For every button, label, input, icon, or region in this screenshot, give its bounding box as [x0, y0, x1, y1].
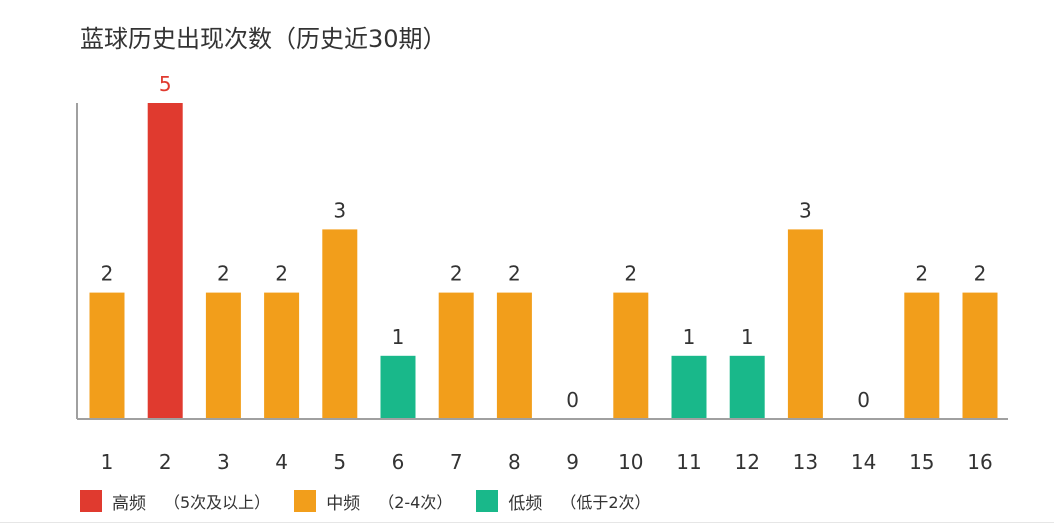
value-labels-group: 2 5 2 2 3 1 2 2 0 2 1 1 3 0 2 2 — [101, 72, 987, 412]
bar-16 — [962, 292, 998, 419]
bar-12 — [729, 355, 765, 419]
bar-3 — [205, 292, 241, 419]
x-tick-label-3: 3 — [217, 450, 230, 474]
value-label-13: 3 — [799, 198, 812, 222]
legend-item-medium: 中频 （2-4次） — [294, 489, 452, 514]
legend-label-low: 低频 — [508, 493, 543, 514]
bar-6 — [380, 355, 416, 419]
value-label-16: 2 — [974, 262, 987, 286]
legend-swatch-high — [80, 490, 102, 512]
x-tick-label-6: 6 — [392, 450, 405, 474]
x-tick-label-8: 8 — [508, 450, 521, 474]
legend-swatch-low — [476, 490, 499, 512]
x-tick-label-15: 15 — [909, 450, 934, 474]
value-label-3: 2 — [217, 262, 230, 286]
bar-11 — [671, 355, 707, 419]
legend-description-medium: （2-4次） — [378, 493, 453, 512]
legend-description-low: （低于2次） — [560, 493, 651, 512]
bar-5 — [322, 229, 358, 419]
x-tick-label-16: 16 — [967, 450, 992, 474]
value-label-7: 2 — [450, 262, 463, 286]
value-label-10: 2 — [624, 262, 637, 286]
x-tick-label-13: 13 — [793, 450, 818, 474]
value-label-15: 2 — [915, 262, 928, 286]
chart-title: 蓝球历史出现次数（历史近30期） — [80, 25, 447, 53]
x-tick-label-7: 7 — [450, 450, 463, 474]
bar-2 — [147, 103, 183, 419]
legend-item-low: 低频 （低于2次） — [476, 489, 651, 514]
value-label-2: 5 — [159, 72, 172, 96]
bar-8 — [496, 292, 532, 419]
value-label-14: 0 — [857, 388, 870, 412]
x-tick-label-11: 11 — [676, 450, 701, 474]
bars-group — [89, 103, 998, 419]
bar-15 — [904, 292, 940, 419]
legend-description-high: （5次及以上） — [164, 493, 271, 512]
x-tick-label-5: 5 — [333, 450, 346, 474]
value-label-6: 1 — [392, 325, 405, 349]
legend-swatch-medium — [294, 490, 317, 512]
value-label-12: 1 — [741, 325, 754, 349]
x-tick-label-2: 2 — [159, 450, 172, 474]
x-tick-label-9: 9 — [566, 450, 579, 474]
x-tick-labels-group: 1 2 3 4 5 6 7 8 9 10 11 12 13 14 15 16 — [101, 450, 993, 474]
bottom-divider — [0, 522, 1054, 523]
legend-label-medium: 中频 — [326, 493, 361, 514]
legend-item-high: 高频 （5次及以上） — [80, 489, 270, 514]
bar-1 — [89, 292, 125, 419]
value-label-9: 0 — [566, 388, 579, 412]
bar-7 — [438, 292, 474, 419]
value-label-8: 2 — [508, 262, 521, 286]
bar-13 — [787, 229, 823, 419]
x-tick-label-1: 1 — [101, 450, 114, 474]
value-label-1: 2 — [101, 262, 114, 286]
value-label-4: 2 — [275, 262, 288, 286]
x-tick-label-12: 12 — [734, 450, 759, 474]
bar-4 — [264, 292, 300, 419]
bar-10 — [613, 292, 649, 419]
value-label-11: 1 — [683, 325, 696, 349]
x-tick-label-14: 14 — [851, 450, 876, 474]
x-tick-label-4: 4 — [275, 450, 288, 474]
x-tick-label-10: 10 — [618, 450, 643, 474]
legend: 高频 （5次及以上） 中频 （2-4次） 低频 （低于2次） — [80, 488, 675, 514]
legend-label-high: 高频 — [112, 493, 146, 514]
value-label-5: 3 — [333, 198, 346, 222]
